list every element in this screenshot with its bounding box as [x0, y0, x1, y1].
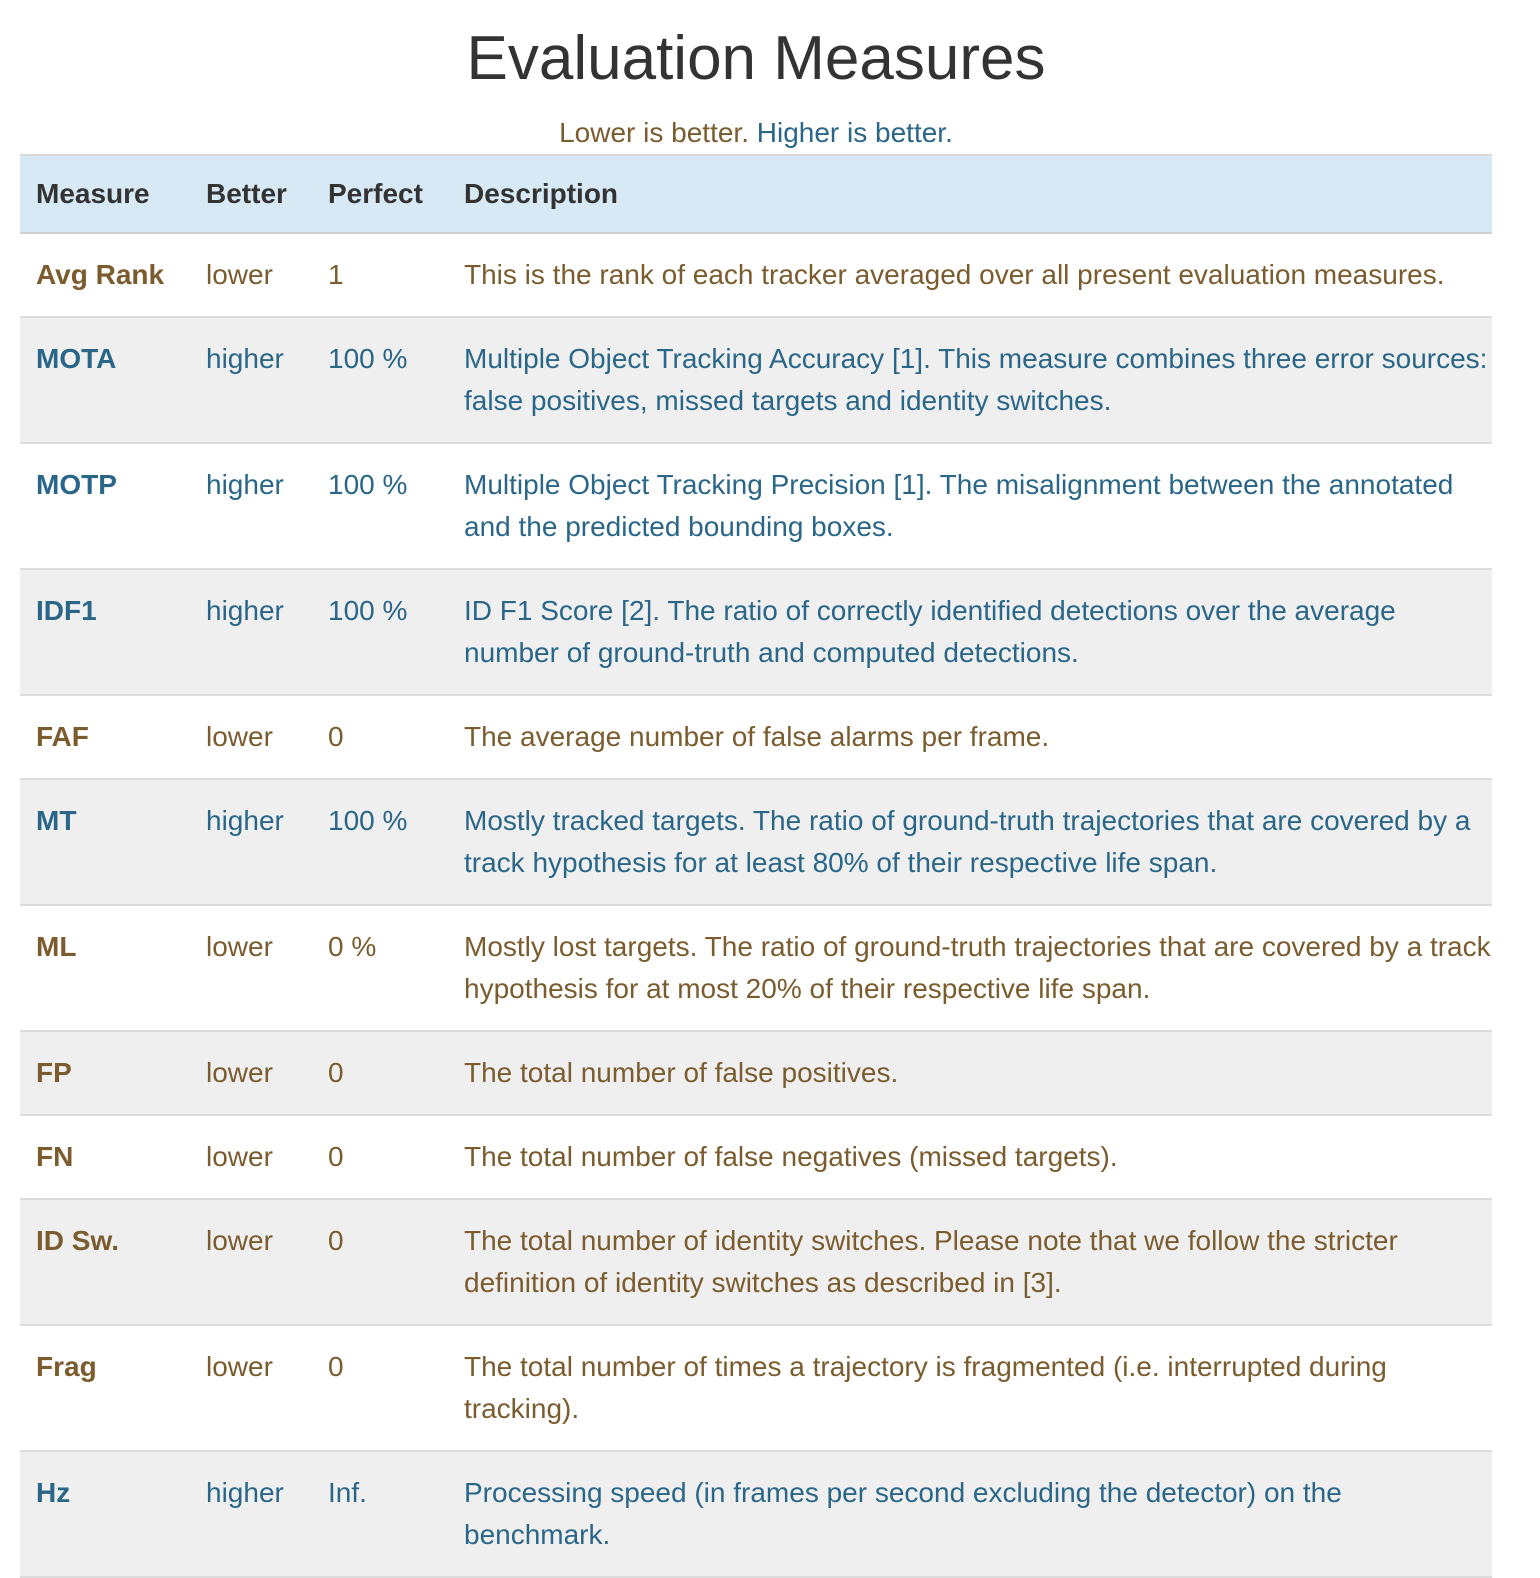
measure-perfect: 100 % [312, 443, 448, 570]
table-row: ML lower 0 % Mostly lost targets. The ratio… [20, 905, 1492, 1032]
measure-name: ID Sw. [20, 1199, 190, 1326]
table-body: Avg Rank lower 1 This is the rank of each t… [20, 233, 1492, 1578]
measure-perfect: 0 % [312, 905, 448, 1032]
table-row: MT higher 100 % Mostly tracked targets. The… [20, 779, 1492, 906]
measure-description: The total number of identity switches. P… [448, 1199, 1492, 1326]
measure-description: Multiple Object Tracking Precision [1]. … [448, 443, 1492, 570]
measures-table: Measure Better Perfect Description Avg R… [20, 154, 1492, 1578]
table-row: FN lower 0 The total number of false negati… [20, 1115, 1492, 1200]
table-row: ID Sw. lower 0 The total number of identity… [20, 1199, 1492, 1326]
table-row: MOTA higher 100 % Multiple Object Tracking … [20, 317, 1492, 444]
measure-name: IDF1 [20, 569, 190, 696]
measure-name: ML [20, 905, 190, 1032]
legend-higher: Higher is better. [756, 117, 953, 148]
measure-name: FN [20, 1115, 190, 1200]
measure-description: ID F1 Score [2]. The ratio of correctly … [448, 569, 1492, 696]
measure-better: lower [190, 1325, 312, 1452]
measure-perfect: 0 [312, 1031, 448, 1116]
measure-perfect: 0 [312, 1325, 448, 1452]
measure-description: The average number of false alarms per f… [448, 695, 1492, 780]
measure-name: Avg Rank [20, 233, 190, 318]
table-row: Hz higher Inf. Processing speed (in frames … [20, 1451, 1492, 1578]
measure-description: The total number of times a trajectory i… [448, 1325, 1492, 1452]
measure-description: Processing speed (in frames per second e… [448, 1451, 1492, 1578]
measure-better: lower [190, 1115, 312, 1200]
measure-perfect: 0 [312, 1199, 448, 1326]
measure-perfect: 100 % [312, 779, 448, 906]
measure-description: Multiple Object Tracking Accuracy [1]. T… [448, 317, 1492, 444]
table-row: MOTP higher 100 % Multiple Object Tracking … [20, 443, 1492, 570]
header-description: Description [448, 154, 1492, 234]
measure-better: higher [190, 443, 312, 570]
measure-better: lower [190, 695, 312, 780]
measure-name: Hz [20, 1451, 190, 1578]
measure-name: MT [20, 779, 190, 906]
legend: Lower is better. Higher is better. [0, 116, 1512, 150]
measure-name: MOTP [20, 443, 190, 570]
page-title: Evaluation Measures [466, 24, 1046, 93]
measure-name: MOTA [20, 317, 190, 444]
header-measure: Measure [20, 154, 190, 234]
measure-description: Mostly lost targets. The ratio of ground… [448, 905, 1492, 1032]
measure-perfect: 1 [312, 233, 448, 318]
table-header: Measure Better Perfect Description [20, 154, 1492, 234]
measure-description: The total number of false negatives (mis… [448, 1115, 1492, 1200]
measure-description: This is the rank of each tracker average… [448, 233, 1492, 318]
header-perfect: Perfect [312, 154, 448, 234]
measure-better: higher [190, 569, 312, 696]
legend-lower: Lower is better. [559, 117, 749, 148]
measure-name: FP [20, 1031, 190, 1116]
table-row: IDF1 higher 100 % ID F1 Score [2]. The rati… [20, 569, 1492, 696]
table-row: FAF lower 0 The average number of false ala… [20, 695, 1492, 780]
measure-perfect: 100 % [312, 317, 448, 444]
measure-perfect: 0 [312, 1115, 448, 1200]
measure-better: lower [190, 233, 312, 318]
measure-better: lower [190, 1031, 312, 1116]
table-row: Avg Rank lower 1 This is the rank of each t… [20, 233, 1492, 318]
measure-better: lower [190, 905, 312, 1032]
measure-name: Frag [20, 1325, 190, 1452]
header-row: Measure Better Perfect Description [20, 154, 1492, 234]
table-row: Frag lower 0 The total number of times a tr… [20, 1325, 1492, 1452]
measure-description: The total number of false positives. [448, 1031, 1492, 1116]
measure-better: lower [190, 1199, 312, 1326]
table-row: FP lower 0 The total number of false positi… [20, 1031, 1492, 1116]
measure-name: FAF [20, 695, 190, 780]
measure-better: higher [190, 1451, 312, 1578]
measure-better: higher [190, 317, 312, 444]
measure-perfect: Inf. [312, 1451, 448, 1578]
measure-description: Mostly tracked targets. The ratio of gro… [448, 779, 1492, 906]
measure-perfect: 0 [312, 695, 448, 780]
measure-perfect: 100 % [312, 569, 448, 696]
measure-better: higher [190, 779, 312, 906]
header-better: Better [190, 154, 312, 234]
